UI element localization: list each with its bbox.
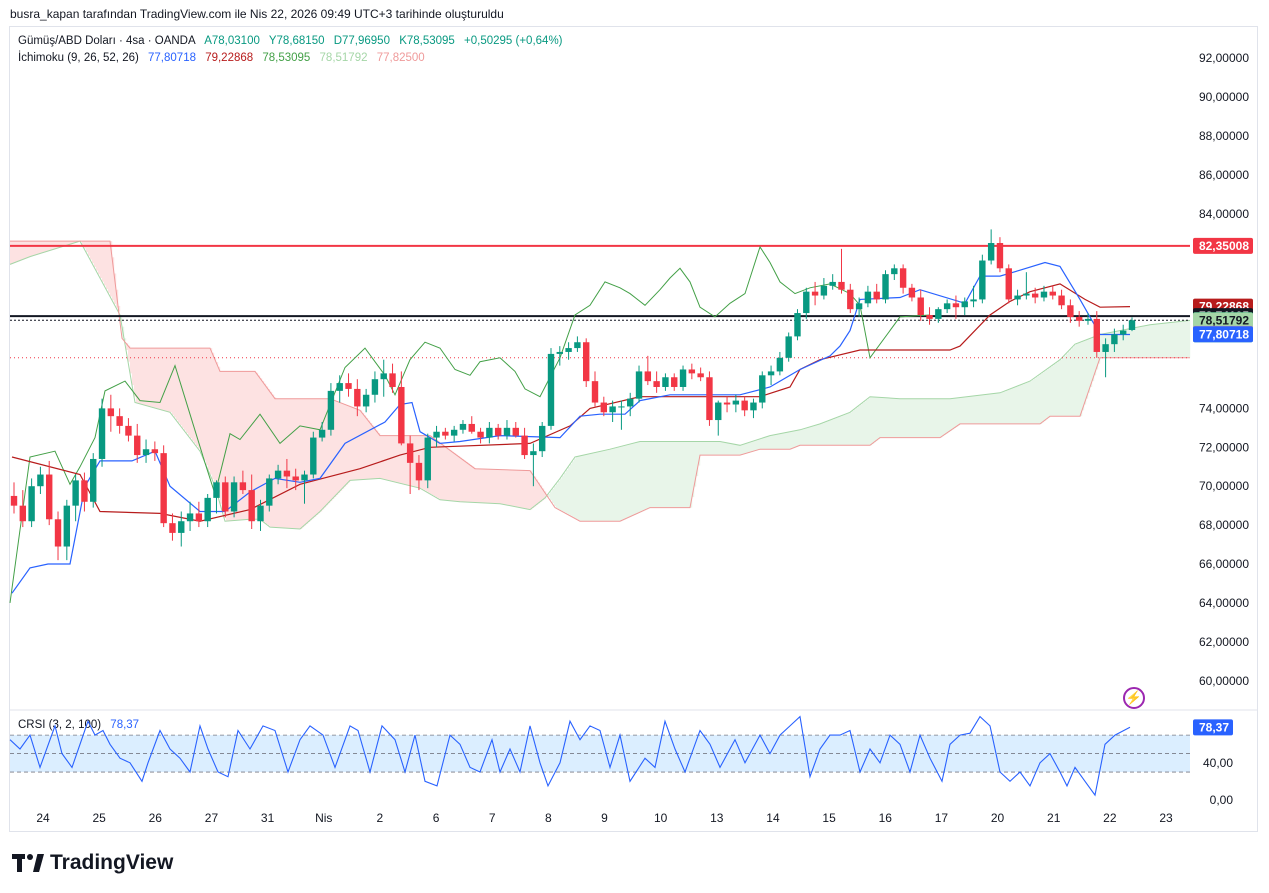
high-value: Y78,68150 [268,35,325,47]
close-value: K78,53095 [399,35,455,47]
ichimoku-chikou-value: 78,53095 [262,52,311,64]
symbol-label[interactable]: Gümüş/ABD Doları · 4sa · OANDA [18,35,196,47]
ichimoku-tenkan-value: 77,80718 [148,52,196,64]
ichimoku-legend: İchimoku (9, 26, 52, 26) 77,80718 79,228… [18,52,431,64]
change-value: +0,50295 (+0,64%) [464,35,563,47]
flash-icon[interactable]: ⚡ [1123,687,1145,709]
ichimoku-span-b-value: 77,82500 [376,52,425,64]
crsi-label[interactable]: CRSI (3, 2, 100) [18,719,102,731]
tradingview-logo[interactable]: TradingView [12,851,173,875]
low-value: D77,96950 [333,35,390,47]
tradingview-logo-icon [12,854,44,872]
open-value: A78,03100 [204,35,260,47]
ichimoku-label[interactable]: İchimoku (9, 26, 52, 26) [18,52,139,64]
ichimoku-kijun-value: 79,22868 [205,52,254,64]
chart-attribution: busra_kapan tarafından TradingView.com i… [10,7,504,21]
chart-frame [9,26,1258,832]
tradingview-logo-text: TradingView [50,851,174,874]
ichimoku-span-a-value: 78,51792 [319,52,368,64]
crsi-legend: CRSI (3, 2, 100) 78,37 [18,719,145,731]
crsi-value: 78,37 [110,719,140,731]
symbol-legend: Gümüş/ABD Doları · 4sa · OANDA A78,03100… [18,35,569,47]
